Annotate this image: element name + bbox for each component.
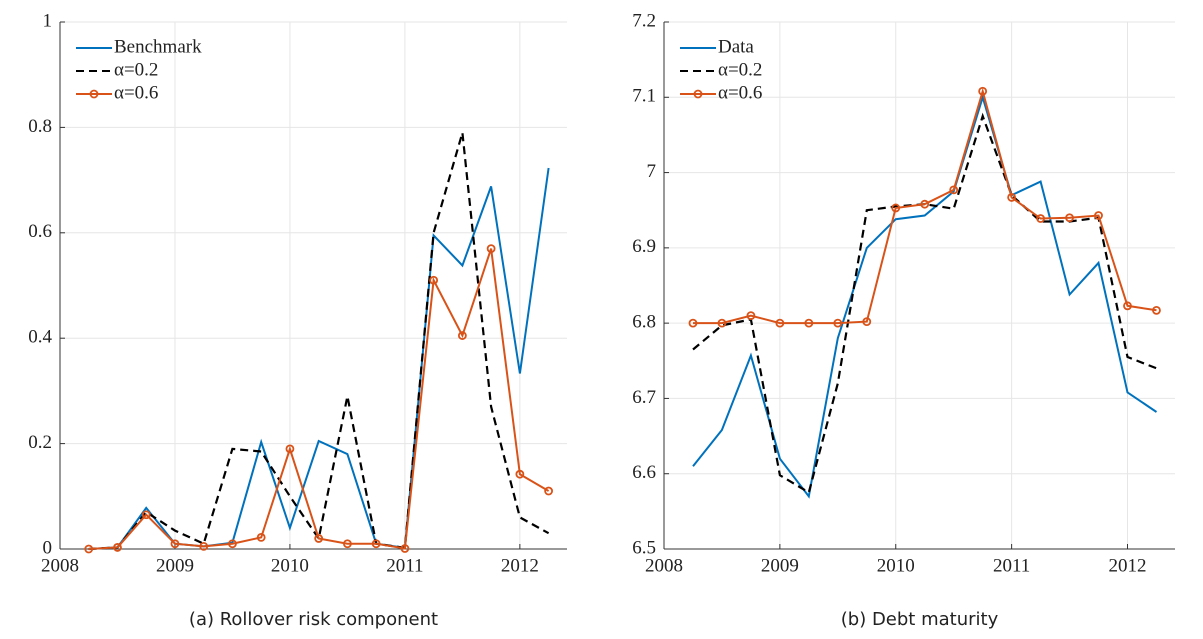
y-tick-label: 6.6 (632, 462, 656, 483)
x-tick-label: 2011 (386, 555, 423, 576)
y-tick-label: 7.2 (632, 10, 656, 31)
caption: (b) Debt maturity (841, 609, 999, 630)
y-tick-label: 0 (43, 537, 53, 558)
series-marker (371, 539, 381, 549)
y-tick-label: 6.9 (632, 236, 656, 257)
x-tick-label: 2010 (877, 555, 915, 576)
legend-label: α=0.2 (114, 59, 158, 80)
series-marker (717, 318, 727, 328)
series-line (693, 87, 1157, 325)
series-marker (949, 185, 959, 195)
x-tick-label: 2008 (645, 555, 683, 576)
y-tick-label: 7 (647, 161, 657, 182)
series-marker (141, 510, 151, 520)
series-marker (84, 544, 94, 554)
series-marker (804, 318, 814, 328)
series-marker (113, 543, 122, 552)
legend-marker (693, 89, 703, 99)
series-marker (400, 544, 410, 553)
legend-label: α=0.6 (718, 82, 762, 103)
series-marker (862, 317, 872, 327)
x-tick-label: 2009 (761, 555, 799, 576)
y-tick-label: 1 (43, 10, 53, 31)
y-tick-label: 0.2 (28, 432, 52, 453)
series-marker (170, 539, 180, 549)
series-marker (1065, 213, 1074, 223)
series-line (692, 93, 1158, 499)
y-tick-label: 6.8 (632, 312, 656, 333)
series-line (88, 132, 550, 551)
legend-label: α=0.2 (718, 59, 762, 80)
series-marker (833, 318, 843, 328)
series-marker (1007, 193, 1017, 202)
series-marker (920, 199, 930, 209)
series-marker (285, 444, 295, 454)
series-line (88, 167, 550, 550)
series-marker (978, 86, 988, 96)
y-tick-label: 0.8 (28, 116, 52, 137)
series-marker (515, 469, 525, 479)
x-tick-label: 2008 (41, 555, 79, 576)
series-marker (314, 534, 324, 543)
y-tick-label: 7.1 (632, 86, 656, 107)
series-marker (1123, 301, 1132, 311)
series-marker (429, 275, 439, 285)
legend-label: α=0.6 (114, 82, 158, 103)
x-tick-label: 2012 (501, 555, 539, 576)
series-marker (199, 541, 209, 551)
x-tick-label: 2012 (1108, 555, 1146, 576)
series-marker (1036, 214, 1045, 223)
legend-marker (89, 89, 99, 99)
series-marker (544, 486, 554, 496)
y-tick-label: 6.7 (632, 387, 656, 408)
y-tick-label: 6.5 (632, 537, 656, 558)
x-tick-label: 2010 (271, 555, 309, 576)
legend-label: Benchmark (114, 36, 202, 57)
series-line (692, 112, 1157, 495)
x-tick-label: 2009 (156, 555, 194, 576)
series-marker (891, 203, 901, 213)
series-marker (486, 244, 496, 254)
series-marker (343, 539, 352, 549)
legend-label: Data (718, 36, 754, 57)
series-marker (746, 311, 756, 321)
series-marker (228, 539, 237, 549)
x-tick-label: 2011 (993, 555, 1030, 576)
series-marker (688, 318, 698, 328)
series-marker (775, 318, 785, 328)
series-line (88, 248, 550, 550)
y-tick-label: 0.6 (28, 221, 52, 242)
series-marker (1152, 305, 1161, 315)
series-marker (1094, 211, 1103, 220)
series-marker (457, 331, 467, 340)
y-tick-label: 0.4 (28, 327, 52, 348)
series-marker (256, 533, 266, 542)
caption: (a) Rollover risk component (189, 609, 438, 630)
